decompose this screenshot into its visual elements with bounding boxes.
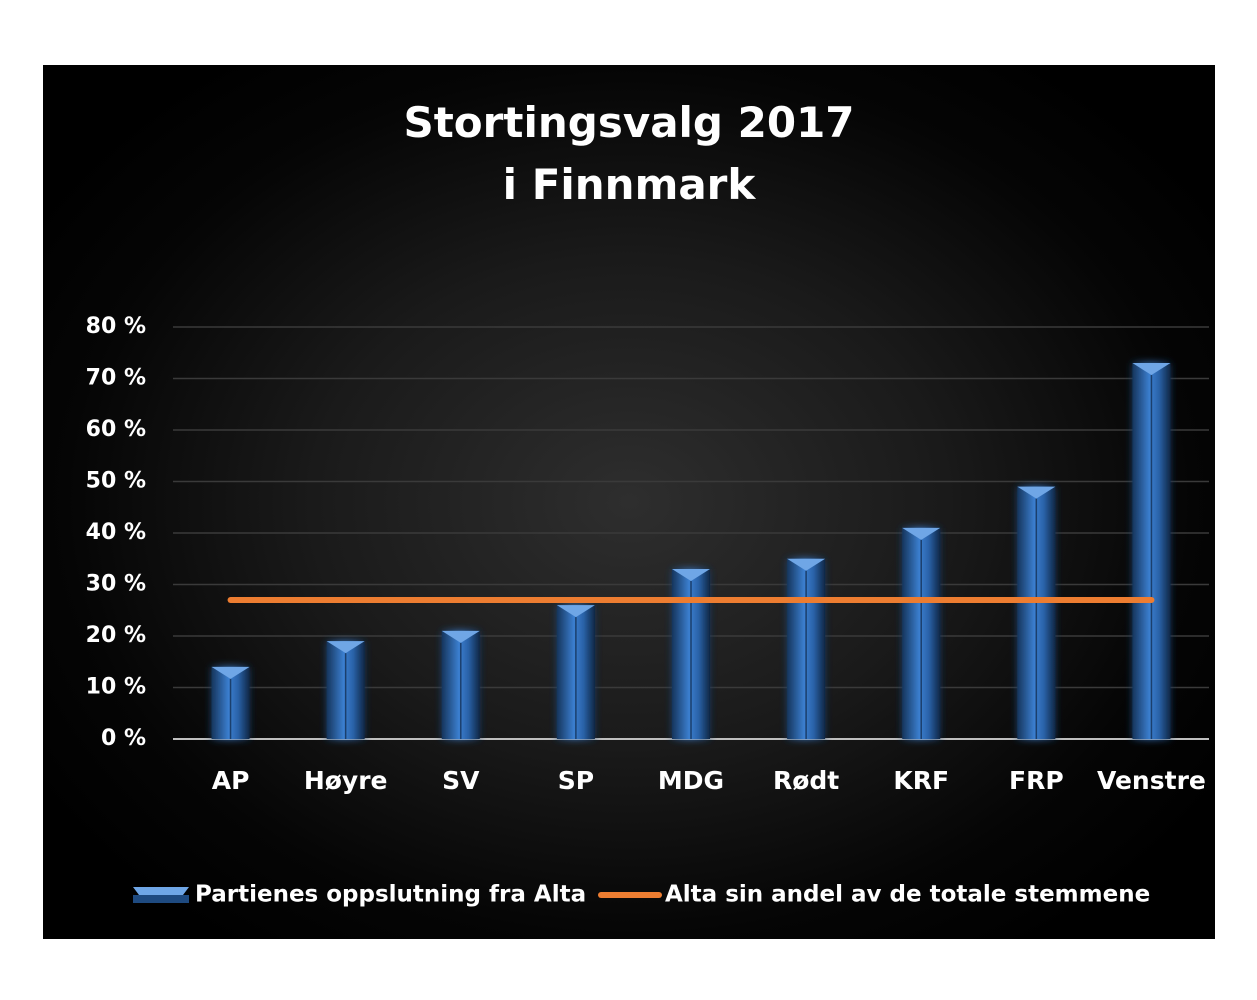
- x-tick-label: FRP: [1009, 766, 1064, 795]
- y-axis-ticks: 0 % 10 % 20 % 30 % 40 % 50 % 60 % 70 % 80 %: [86, 314, 146, 751]
- legend-bar-swatch-top: [133, 887, 189, 895]
- bar-cap: [441, 630, 480, 643]
- y-tick-label: 50 %: [86, 469, 146, 494]
- x-tick-label: MDG: [658, 766, 724, 795]
- x-tick-label: SV: [442, 766, 480, 795]
- chart-area: Stortingsvalg 2017 i Finnmark 0 % 10 % 20 …: [43, 65, 1215, 939]
- x-tick-label: AP: [212, 766, 250, 795]
- bar-ap: [211, 666, 250, 739]
- bars: [211, 363, 1171, 739]
- bar-rødt: [787, 558, 826, 739]
- bar-cap: [211, 666, 250, 679]
- bar-cap: [1132, 363, 1171, 376]
- y-tick-label: 80 %: [86, 314, 146, 339]
- y-tick-label: 70 %: [86, 366, 146, 391]
- x-tick-label: SP: [558, 766, 594, 795]
- legend-item-line: Alta sin andel av de totale stemmene: [598, 882, 1150, 908]
- legend-bar-swatch: [133, 895, 189, 903]
- y-tick-label: 30 %: [86, 572, 146, 597]
- y-tick-label: 40 %: [86, 520, 146, 545]
- legend-label-bars: Partienes oppslutning fra Alta: [195, 882, 586, 908]
- y-tick-label: 20 %: [86, 623, 146, 648]
- bar-cap: [787, 558, 826, 571]
- legend-item-bars: Partienes oppslutning fra Alta: [133, 882, 586, 908]
- y-tick-label: 10 %: [86, 675, 146, 700]
- legend-label-line: Alta sin andel av de totale stemmene: [665, 882, 1150, 908]
- bar-frp: [1017, 486, 1056, 739]
- bar-line-chart: Stortingsvalg 2017 i Finnmark 0 % 10 % 20 …: [86, 98, 1209, 908]
- bar-cap: [326, 641, 365, 654]
- x-tick-label: Høyre: [304, 766, 388, 795]
- x-tick-label: KRF: [893, 766, 949, 795]
- x-tick-label: Rødt: [773, 766, 839, 795]
- bar-cap: [1017, 486, 1056, 499]
- bar-cap: [556, 605, 595, 618]
- legend: Partienes oppslutning fra Alta Alta sin a…: [133, 882, 1150, 908]
- bar-venstre: [1132, 363, 1171, 739]
- bar-sp: [556, 605, 595, 739]
- x-axis-ticks: AP Høyre SV SP MDG Rødt KRF FRP Venstre: [212, 766, 1206, 795]
- bar-cap: [902, 527, 941, 540]
- chart-title-line-1: Stortingsvalg 2017: [403, 98, 854, 147]
- bar-krf: [902, 527, 941, 739]
- chart-title-line-2: i Finnmark: [503, 160, 757, 209]
- y-tick-label: 60 %: [86, 417, 146, 442]
- y-tick-label: 0 %: [101, 726, 146, 751]
- x-tick-label: Venstre: [1097, 766, 1206, 795]
- bar-sv: [441, 630, 480, 739]
- bar-cap: [672, 569, 710, 582]
- bar-mdg: [672, 569, 710, 739]
- bar-høyre: [326, 641, 365, 739]
